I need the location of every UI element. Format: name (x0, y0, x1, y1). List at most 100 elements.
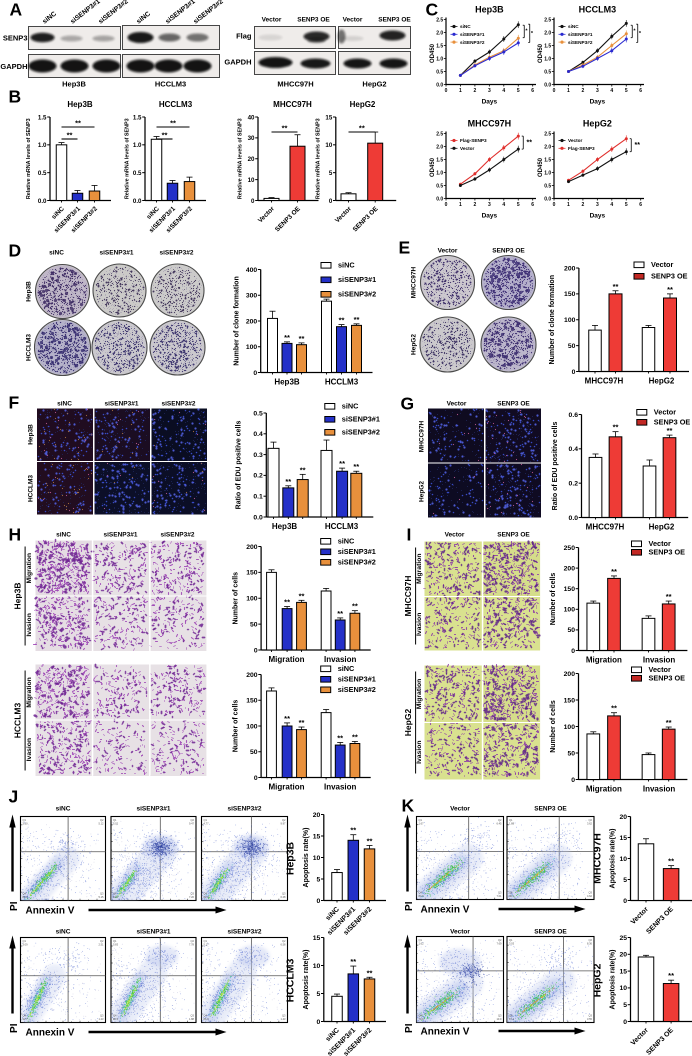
svg-text:1.5: 1.5 (38, 114, 47, 121)
svg-text:5: 5 (623, 1002, 627, 1009)
svg-text:Q1: Q1 (113, 939, 117, 943)
svg-text:Vector: Vector (568, 138, 583, 143)
svg-text:Q3: Q3 (100, 892, 104, 896)
svg-text:3: 3 (488, 88, 491, 94)
svg-text:Hep3B: Hep3B (26, 281, 33, 302)
svg-text:Q2: Q2 (498, 938, 502, 942)
svg-text:5.17: 5.17 (204, 943, 210, 947)
svg-text:1.5: 1.5 (436, 43, 443, 49)
svg-text:0: 0 (623, 898, 627, 905)
svg-text:4.77: 4.77 (204, 822, 210, 826)
svg-text:0: 0 (571, 777, 575, 784)
svg-text:siSENP3#2: siSENP3#2 (338, 290, 376, 299)
svg-text:siSENP3#2: siSENP3#2 (568, 40, 593, 45)
svg-text:**: ** (611, 704, 617, 713)
svg-text:MHCC97H: MHCC97H (592, 833, 604, 884)
svg-text:2: 2 (474, 202, 477, 208)
svg-text:Invasion: Invasion (324, 655, 357, 664)
svg-text:MHCC97H: MHCC97H (419, 420, 426, 452)
svg-text:Q2: Q2 (282, 818, 286, 822)
svg-text:6.58: 6.58 (280, 943, 286, 947)
svg-text:Number of clone formation: Number of clone formation (234, 276, 241, 365)
svg-text:HCCLM3: HCCLM3 (13, 703, 23, 739)
svg-text:0: 0 (254, 775, 258, 782)
svg-text:Ivasion: Ivasion (26, 613, 33, 636)
svg-text:HCCLM3: HCCLM3 (285, 958, 297, 1002)
svg-text:Number of cells: Number of cells (233, 572, 240, 625)
svg-text:Apoptosis rate(%): Apoptosis rate(%) (610, 950, 617, 1010)
svg-text:15: 15 (619, 835, 627, 842)
svg-text:Q1: Q1 (419, 818, 423, 822)
svg-text:Number of clone formation: Number of clone formation (549, 275, 556, 364)
svg-text:84.9: 84.9 (419, 894, 425, 898)
svg-text:0.2: 0.2 (253, 473, 263, 480)
svg-text:10: 10 (619, 856, 627, 863)
svg-text:0: 0 (571, 648, 575, 655)
svg-text:Q2: Q2 (191, 939, 195, 943)
svg-text:HCCLM3: HCCLM3 (26, 334, 33, 361)
svg-text:siNC: siNC (56, 532, 71, 539)
svg-text:6: 6 (639, 202, 642, 208)
svg-text:5.15: 5.15 (98, 895, 104, 899)
svg-text:Q3: Q3 (282, 1014, 286, 1018)
svg-text:0: 0 (445, 88, 448, 94)
svg-text:SENP3 OE: SENP3 OE (492, 248, 525, 255)
svg-text:0: 0 (553, 88, 556, 94)
svg-text:GAPDH: GAPDH (0, 62, 27, 71)
svg-text:10: 10 (248, 177, 255, 184)
svg-text:0.0: 0.0 (544, 82, 551, 88)
svg-text:**: ** (613, 423, 619, 432)
svg-text:siSENP3#1: siSENP3#1 (568, 32, 593, 37)
svg-text:0.5: 0.5 (253, 410, 263, 417)
svg-text:**: ** (352, 732, 358, 741)
svg-text:100: 100 (564, 724, 576, 731)
svg-text:Migration: Migration (269, 655, 305, 664)
svg-text:siSENP3#1: siSENP3#1 (338, 547, 376, 556)
svg-text:1.5: 1.5 (133, 114, 142, 121)
svg-text:siSENP3#2: siSENP3#2 (460, 40, 485, 45)
svg-text:8.36: 8.36 (587, 942, 593, 946)
svg-text:Q4: Q4 (419, 1014, 423, 1018)
svg-text:3: 3 (596, 202, 599, 208)
svg-text:0.0: 0.0 (569, 515, 579, 522)
svg-text:100: 100 (246, 344, 258, 351)
svg-text:**: ** (613, 282, 619, 291)
svg-text:Q3: Q3 (498, 891, 502, 895)
svg-text:2.5: 2.5 (436, 131, 443, 137)
svg-text:5: 5 (329, 170, 333, 177)
svg-text:1.43: 1.43 (280, 1017, 286, 1021)
svg-text:15: 15 (619, 968, 627, 975)
svg-text:90.1: 90.1 (509, 894, 515, 898)
svg-text:**: ** (666, 718, 672, 727)
svg-text:GAPDH: GAPDH (224, 58, 251, 67)
svg-text:**: ** (635, 142, 641, 149)
svg-text:Hep3B: Hep3B (475, 5, 504, 15)
svg-text:1.23: 1.23 (98, 1017, 104, 1021)
svg-text:Q2: Q2 (191, 818, 195, 822)
svg-text:10: 10 (313, 963, 321, 970)
svg-text:200: 200 (564, 265, 576, 272)
svg-text:J: J (9, 787, 19, 807)
svg-text:Hep3B: Hep3B (274, 378, 300, 387)
svg-text:**: ** (75, 119, 81, 128)
svg-text:OD450: OD450 (538, 43, 544, 63)
svg-text:Vector: Vector (651, 260, 673, 269)
svg-text:**: ** (667, 285, 673, 294)
svg-text:SENP3 OE: SENP3 OE (534, 806, 567, 813)
svg-text:0.0: 0.0 (436, 196, 443, 202)
svg-text:**: ** (353, 462, 359, 471)
svg-text:siNC: siNC (460, 24, 471, 29)
svg-text:**: ** (299, 591, 305, 600)
svg-text:Relative mRNA levels of SENP3: Relative mRNA levels of SENP3 (125, 118, 131, 199)
svg-text:100: 100 (246, 723, 258, 730)
svg-text:Migration: Migration (269, 783, 305, 792)
svg-text:**: ** (284, 333, 290, 342)
svg-text:15: 15 (325, 114, 332, 121)
svg-text:2.0: 2.0 (436, 144, 443, 150)
svg-text:PI: PI (9, 901, 20, 911)
svg-text:30: 30 (248, 135, 255, 142)
svg-text:Apoptosis rate(%): Apoptosis rate(%) (303, 828, 310, 888)
svg-text:siSENP3#1: siSENP3#1 (137, 806, 171, 813)
svg-text:siSENP3#1: siSENP3#1 (460, 32, 485, 37)
svg-text:*: * (639, 31, 642, 37)
